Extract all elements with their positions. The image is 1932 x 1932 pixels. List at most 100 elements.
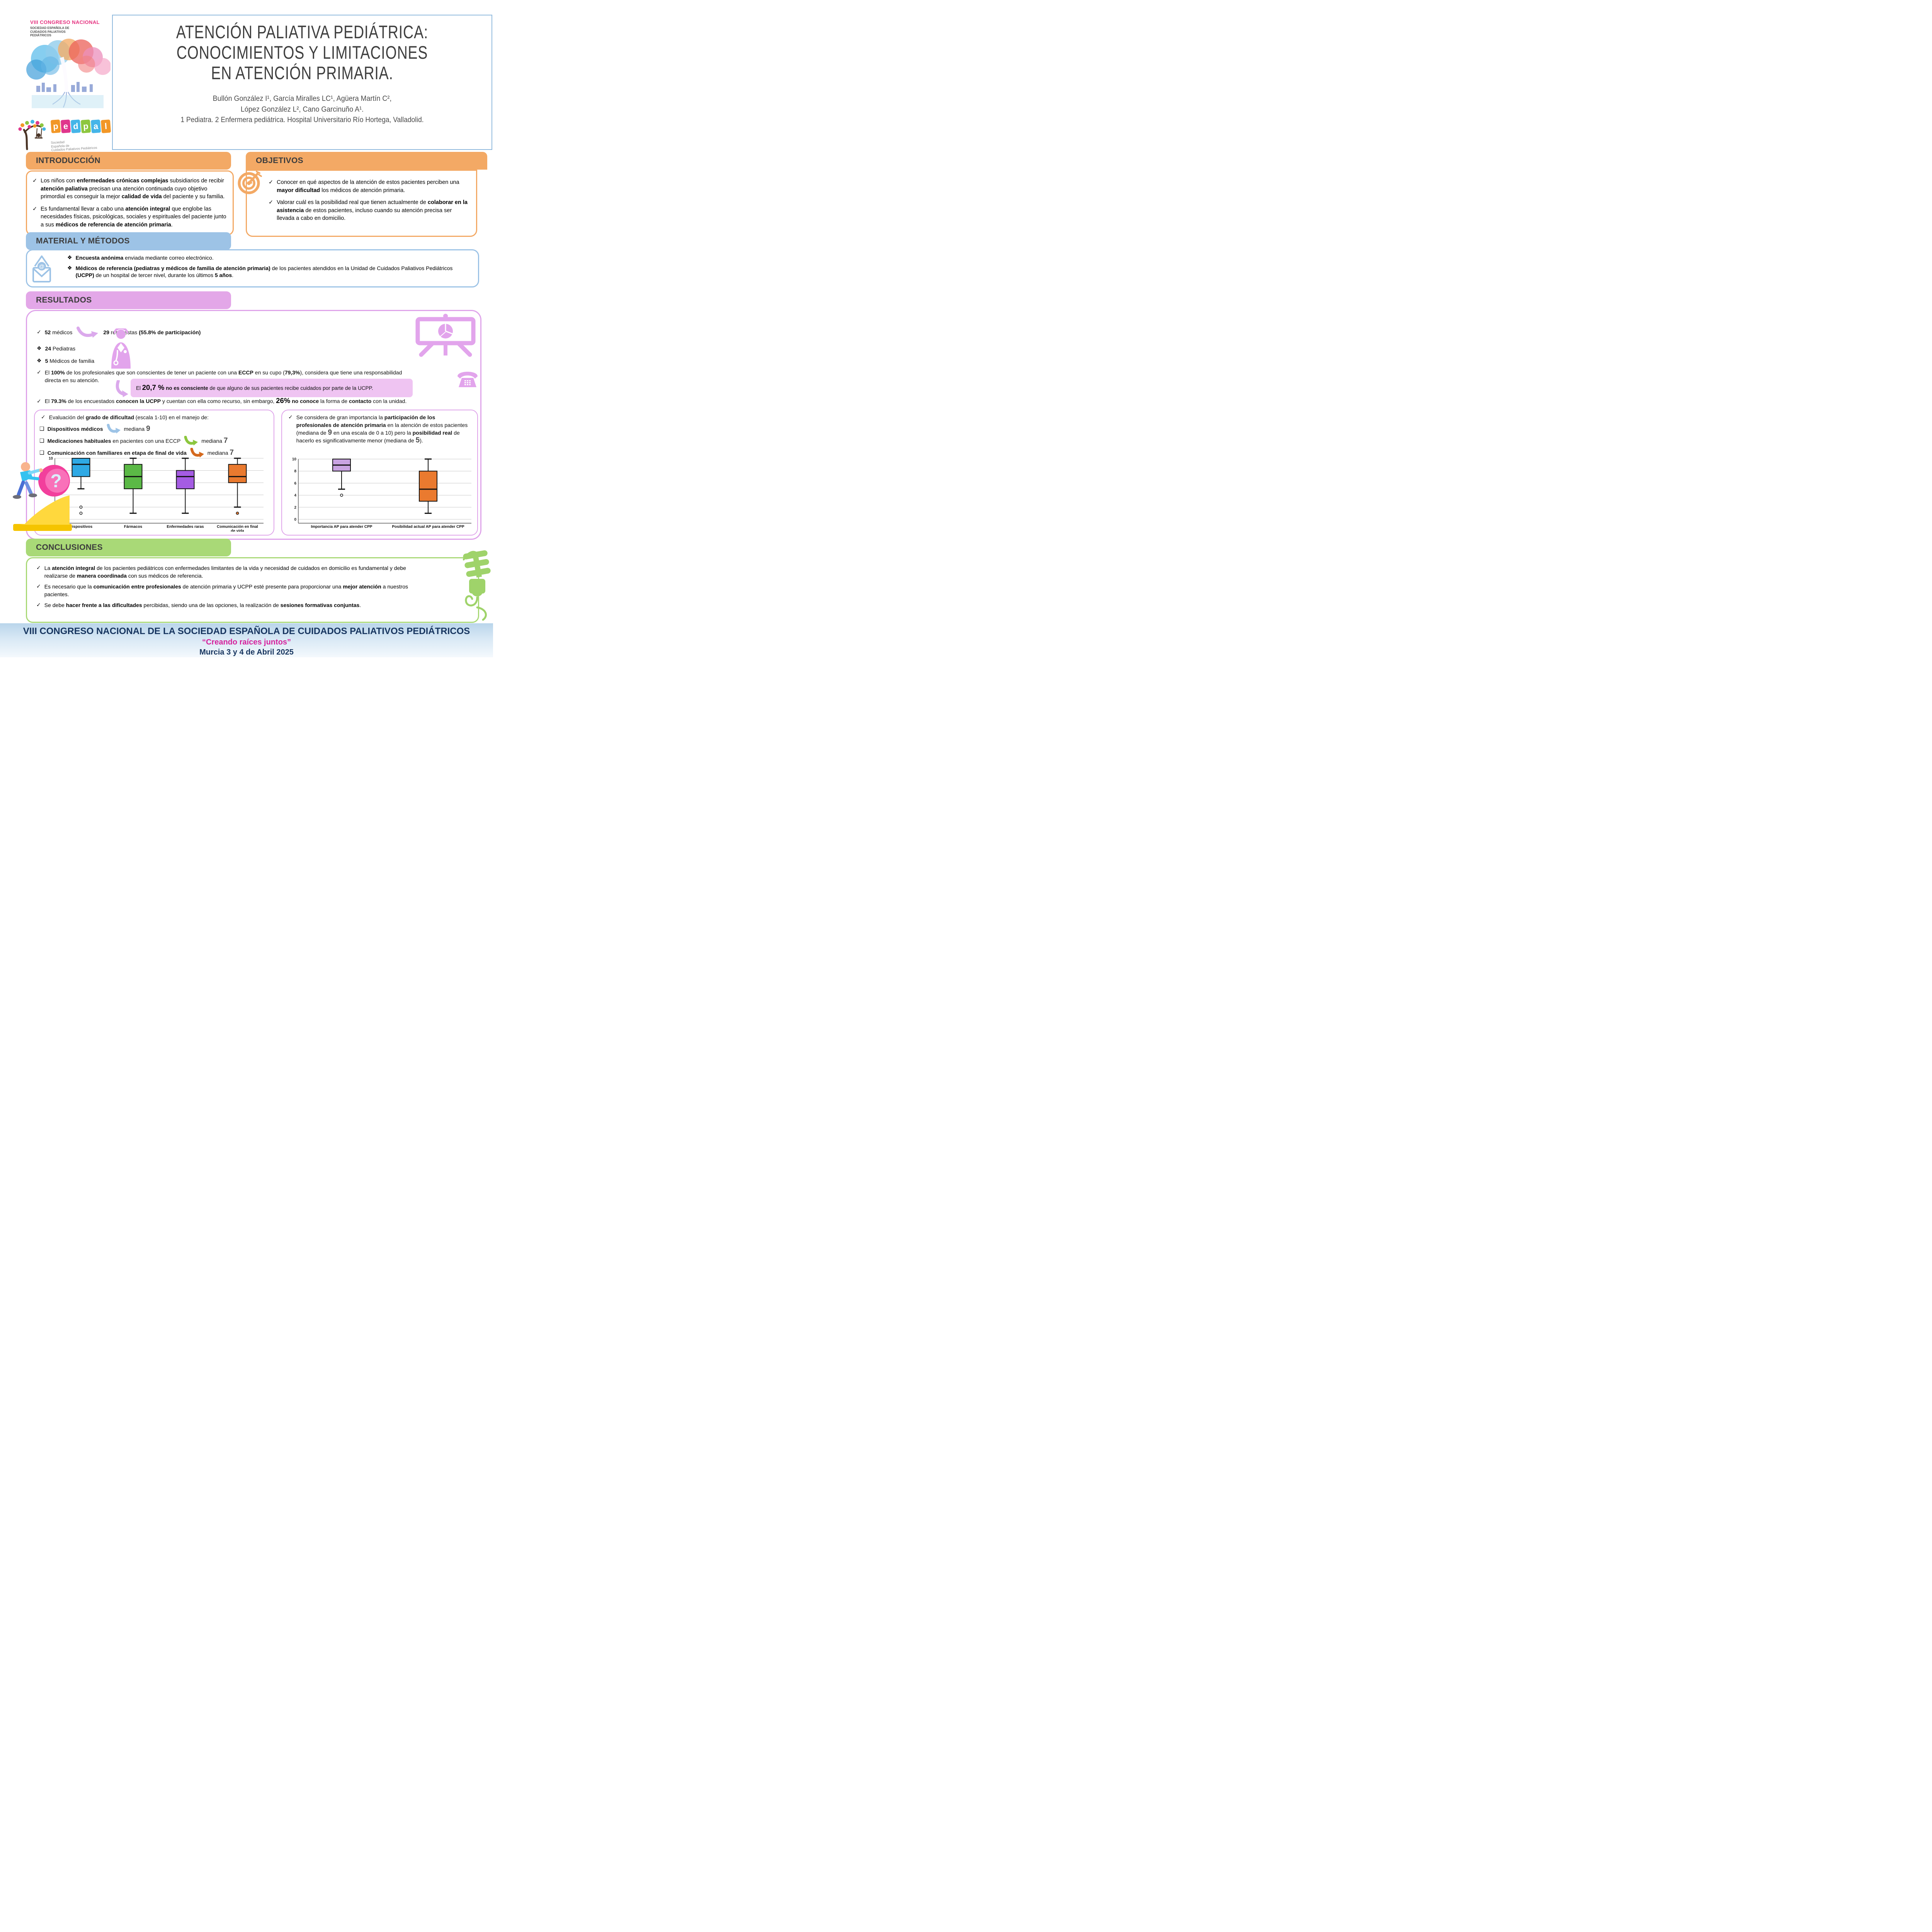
- curved-arrow-icon: [77, 327, 99, 338]
- unaware-highlight: El 20,7 % no es consciente de que alguno…: [131, 379, 413, 397]
- conclusion-bullet: ✓ La atención integral de los pacientes …: [36, 565, 416, 580]
- difficulty-item-dispositivos: ❑ Dispositivos médicos mediana 9: [39, 424, 150, 434]
- section-header-introduccion: INTRODUCCIÓN: [26, 152, 231, 170]
- pedpal-subtitle: Sociedad Española de Cuidados Paliativos…: [51, 140, 97, 152]
- target-icon: [238, 171, 262, 194]
- lightbulb-icon: [463, 550, 491, 621]
- check-icon: ✓: [36, 583, 41, 590]
- svg-text:8: 8: [294, 469, 296, 474]
- check-icon: ✓: [269, 199, 274, 206]
- intro-bullet: ✓ Los niños con enfermedades crónicas co…: [32, 177, 227, 201]
- swoosh-arrow-blue-icon: [107, 424, 121, 434]
- svg-text:Importancia AP para atender CP: Importancia AP para atender CPP: [311, 525, 372, 529]
- diamond-icon: ❖: [37, 345, 42, 352]
- svg-text:de vida: de vida: [231, 529, 244, 532]
- pedpal-letter: e: [60, 119, 71, 133]
- objetivos-bullet: ✓ Conocer en qué aspectos de la atención…: [269, 179, 469, 194]
- svg-text:Dispositivos: Dispositivos: [70, 525, 93, 529]
- check-icon: ✓: [37, 329, 41, 335]
- importance-boxplot-chart: 0 2 4 6 8 10 Importancia AP para atender CPP Po…: [292, 457, 471, 529]
- svg-text:Comunicación en final: Comunicación en final: [217, 525, 258, 529]
- title-box: ATENCIÓN PALIATIVA PEDIÁTRICA: CONOCIMIE…: [112, 15, 492, 150]
- square-bullet-icon: ❑: [39, 438, 44, 444]
- section-box-objetivos: ✓ Conocer en qué aspectos de la atención…: [246, 170, 477, 237]
- footer-location-date: Murcia 3 y 4 de Abril 2025: [199, 648, 294, 656]
- footer-congress-title: VIII CONGRESO NACIONAL DE LA SOCIEDAD ES…: [23, 626, 470, 636]
- importance-panel: [281, 410, 478, 536]
- intro-bullet: ✓ Es fundamental llevar a cabo una atenc…: [32, 205, 227, 229]
- svg-text:2: 2: [294, 505, 296, 510]
- pedpal-letter: d: [70, 119, 81, 133]
- congress-logo-title: VIII CONGRESO NACIONAL: [30, 19, 100, 25]
- check-icon: ✓: [41, 414, 46, 420]
- authors-block: Bullón González I¹, García Miralles LC¹,…: [128, 93, 476, 126]
- congress-logo-subtitle: SOCIEDAD ESPAÑOLA DE CUIDADOS PALIATIVOS…: [30, 26, 70, 37]
- material-bullet: ❖ Encuesta anónima enviada mediante corr…: [67, 255, 214, 261]
- section-header-material: MATERIAL Y MÉTODOS: [26, 232, 231, 250]
- section-header-conclusiones: CONCLUSIONES: [26, 539, 231, 556]
- pedpal-tree-icon: [18, 120, 46, 150]
- importance-text: ✓ Se considera de gran importancia la pa…: [288, 414, 468, 444]
- check-icon: ✓: [32, 178, 37, 184]
- question-illustration: ?: [13, 462, 72, 531]
- section-header-resultados: RESULTADOS: [26, 291, 231, 309]
- pedpal-letter: p: [50, 119, 61, 133]
- swoosh-arrow-green-icon: [184, 436, 198, 446]
- check-icon: ✓: [37, 369, 41, 376]
- diamond-icon: ❖: [37, 358, 42, 364]
- authors-line: Bullón González I¹, García Miralles LC¹,…: [213, 94, 392, 103]
- difficulty-head: ✓ Evaluación del grado de dificultad (es…: [41, 414, 209, 420]
- congress-logo: VIII CONGRESO NACIONAL SOCIEDAD ESPAÑOLA…: [25, 15, 111, 114]
- curved-down-arrow-icon: [116, 380, 128, 397]
- section-box-conclusiones: ✓ La atención integral de los pacientes …: [26, 557, 479, 623]
- check-icon: ✓: [37, 398, 41, 405]
- section-header-objetivos: OBJETIVOS: [246, 152, 487, 170]
- check-icon: ✓: [36, 602, 41, 608]
- check-icon: ✓: [36, 565, 41, 571]
- authors-line: López González L², Cano Garcinuño A¹.: [240, 105, 364, 114]
- objetivos-bullet: ✓ Valorar cuál es la posibilidad real qu…: [269, 199, 469, 223]
- footer-banner: VIII CONGRESO NACIONAL DE LA SOCIEDAD ES…: [0, 623, 493, 657]
- svg-text:?: ?: [50, 471, 61, 492]
- footer-slogan: “Creando raíces juntos”: [202, 638, 291, 646]
- check-icon: ✓: [288, 414, 293, 420]
- svg-text:0: 0: [294, 518, 296, 522]
- medicos-familia-line: ❖ 5 Médicos de familia: [37, 358, 95, 364]
- conclusion-bullet: ✓ Se debe hacer frente a las dificultade…: [36, 602, 416, 609]
- doctor-icon: [111, 328, 131, 369]
- check-icon: ✓: [269, 179, 274, 185]
- material-bullet: ❖ Médicos de referencia (pediatras y méd…: [67, 265, 453, 278]
- svg-text:Fármacos: Fármacos: [124, 525, 143, 529]
- phone-icon: [457, 372, 478, 387]
- swoosh-arrow-orange-icon: [190, 448, 204, 457]
- svg-text:4: 4: [294, 493, 296, 498]
- section-box-material: ❖ Encuesta anónima enviada mediante corr…: [26, 249, 479, 287]
- diamond-icon: ❖: [67, 255, 72, 261]
- pedpal-letter: p: [80, 119, 91, 133]
- svg-text:10: 10: [292, 457, 297, 462]
- difficulty-item-medicaciones: ❑ Medicaciones habituales en pacientes c…: [39, 436, 228, 446]
- svg-text:6: 6: [294, 481, 296, 486]
- pediatras-line: ❖ 24 Pediatras: [37, 345, 76, 352]
- poster-page: VIII CONGRESO NACIONAL SOCIEDAD ESPAÑOLA…: [0, 0, 493, 657]
- envelope-icon: @: [32, 255, 51, 282]
- ucpp-knowledge-line: ✓ El 79.3% de los encuestados conocen la…: [37, 396, 407, 405]
- pedpal-letter: l: [100, 119, 111, 133]
- watercolor-tree-graphic: [26, 39, 111, 108]
- square-bullet-icon: ❑: [39, 426, 44, 432]
- difficulty-boxplot-chart: 0246810DispositivosFármacosEnfermedades …: [49, 457, 264, 532]
- poster-title: ATENCIÓN PALIATIVA PEDIÁTRICA: CONOCIMIE…: [176, 22, 429, 83]
- svg-text:Posibilidad actual AP para ate: Posibilidad actual AP para atender CPP: [392, 525, 464, 529]
- presentation-icon: [415, 314, 476, 357]
- conclusion-bullet: ✓ Es necesario que la comunicación entre…: [36, 583, 416, 598]
- diamond-icon: ❖: [67, 265, 72, 271]
- section-box-introduccion: ✓ Los niños con enfermedades crónicas co…: [26, 170, 234, 235]
- check-icon: ✓: [32, 206, 37, 212]
- affiliations: 1 Pediatra. 2 Enfermera pediátrica. Hosp…: [180, 116, 424, 124]
- pedpal-letter: a: [90, 119, 101, 133]
- svg-text:Enfermedades raras: Enfermedades raras: [167, 525, 204, 529]
- awareness-line: ✓ El 100% de los profesionales que son c…: [37, 369, 402, 383]
- svg-text:@: @: [39, 263, 44, 269]
